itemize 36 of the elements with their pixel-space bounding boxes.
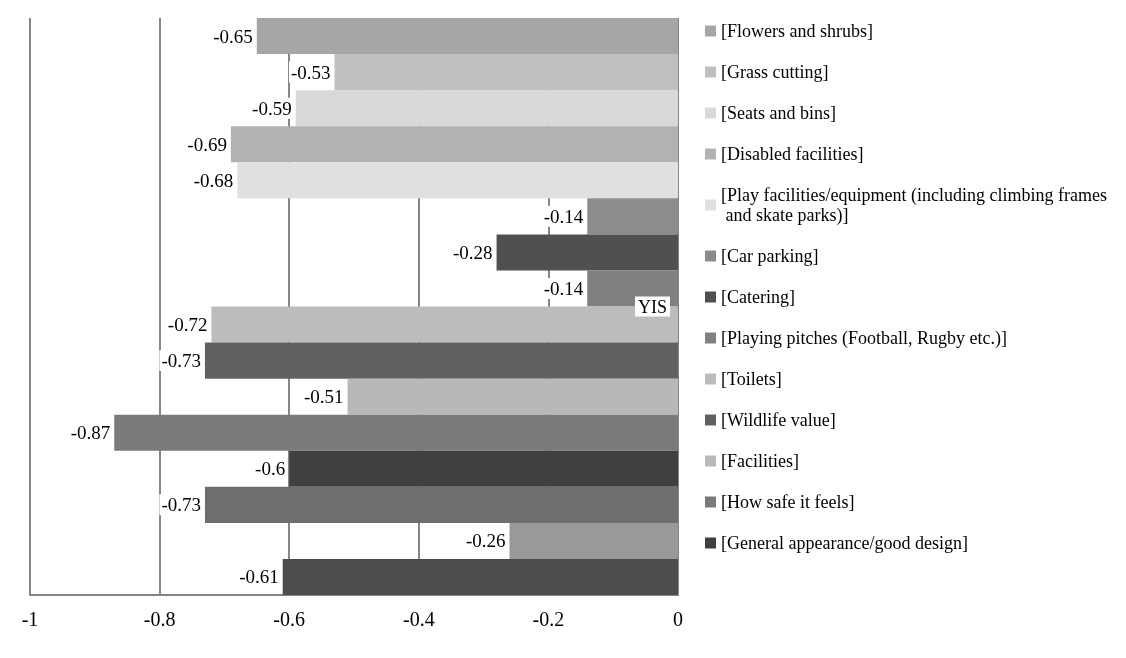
data-label: -0.69	[187, 133, 227, 155]
legend-label: [Wildlife value]	[721, 410, 836, 430]
data-label: -0.51	[303, 386, 344, 408]
legend-label: [Toilets]	[721, 369, 782, 389]
x-tick-label: -0.8	[143, 608, 176, 630]
data-label: -0.26	[465, 530, 506, 552]
data-label: -0.6	[255, 458, 286, 480]
x-tick-label: -0.4	[402, 608, 435, 630]
legend-label: [Flowers and shrubs]	[721, 21, 873, 41]
data-label: -0.59	[252, 97, 292, 119]
data-label: -0.14	[543, 277, 584, 299]
legend-label: [Facilities]	[721, 451, 799, 471]
data-label: -0.14	[543, 205, 584, 227]
legend-label: [General appearance/good design]	[721, 533, 968, 553]
data-label: -0.28	[452, 241, 493, 263]
legend-label: [Playing pitches (Football, Rugby etc.)]	[721, 328, 1007, 349]
data-label: -0.65	[213, 25, 253, 47]
data-label: -0.53	[290, 61, 331, 83]
data-label: -0.73	[161, 494, 201, 516]
y-tick-label: YIS	[637, 296, 667, 317]
data-label: -0.68	[193, 169, 234, 191]
legend-label: [Disabled facilities]	[721, 144, 864, 164]
data-label: -0.87	[70, 422, 111, 444]
legend-label: [Car parking]	[721, 246, 819, 266]
legend-label: [How safe it feels]	[721, 492, 855, 512]
legend-label: [Play facilities/equipment (including climbing frames and skate parks)]	[721, 185, 1107, 226]
x-tick-label: -0.2	[532, 608, 565, 630]
x-tick-label: -1	[21, 608, 39, 630]
legend-label: [Catering]	[721, 287, 795, 307]
data-label: -0.73	[161, 350, 201, 372]
legend-label: [Seats and bins]	[721, 103, 836, 123]
x-tick-label: -0.6	[273, 608, 306, 630]
legend-label: [Grass cutting]	[721, 62, 829, 82]
data-label: -0.61	[239, 566, 279, 588]
x-tick-label: 0	[673, 608, 683, 630]
data-label: -0.72	[167, 314, 208, 336]
